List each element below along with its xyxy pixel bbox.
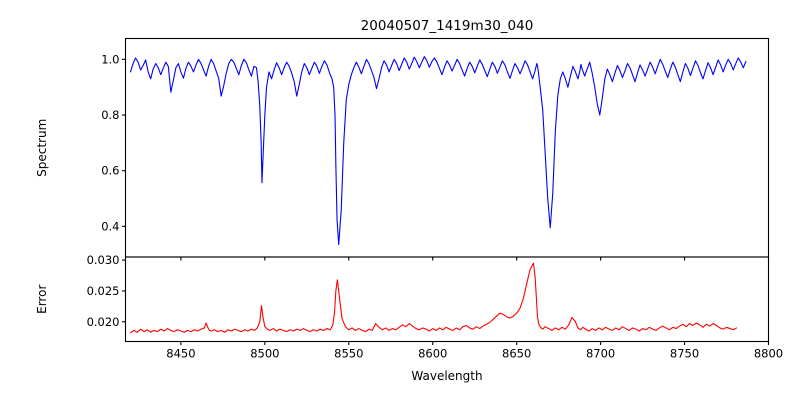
error-panel-ytick-label: 0.030: [87, 253, 120, 267]
spectrum-panel-ytick-label: 0.8: [101, 108, 119, 122]
error-panel-ytick-label: 0.025: [87, 284, 120, 298]
error-panel-ylabel: Error: [35, 285, 49, 314]
xtick-label: 8650: [502, 347, 531, 361]
spectrum-panel-ylabel: Spectrum: [35, 119, 49, 177]
spectrum-panel-ytick-label: 0.6: [101, 164, 119, 178]
error-panel-ytick-label: 0.020: [87, 315, 120, 329]
xtick-label: 8750: [670, 347, 699, 361]
xtick-label: 8800: [754, 347, 783, 361]
error-line: [129, 262, 738, 334]
chart-title: 20040507_1419m30_040: [361, 18, 534, 34]
spectrum-panel-frame: [124, 37, 770, 258]
xtick-label: 8500: [250, 347, 279, 361]
spectrum-panel-ytick-label: 0.4: [101, 219, 119, 233]
spectrum-line: [129, 56, 747, 246]
error-panel-frame: [124, 256, 770, 343]
spectrum-panel-ytick-label: 1.0: [101, 52, 119, 66]
xtick-label: 8450: [166, 347, 195, 361]
xtick-label: 8550: [334, 347, 363, 361]
xaxis-label: Wavelength: [411, 369, 482, 383]
xtick-label: 8700: [586, 347, 615, 361]
xtick-label: 8600: [418, 347, 447, 361]
